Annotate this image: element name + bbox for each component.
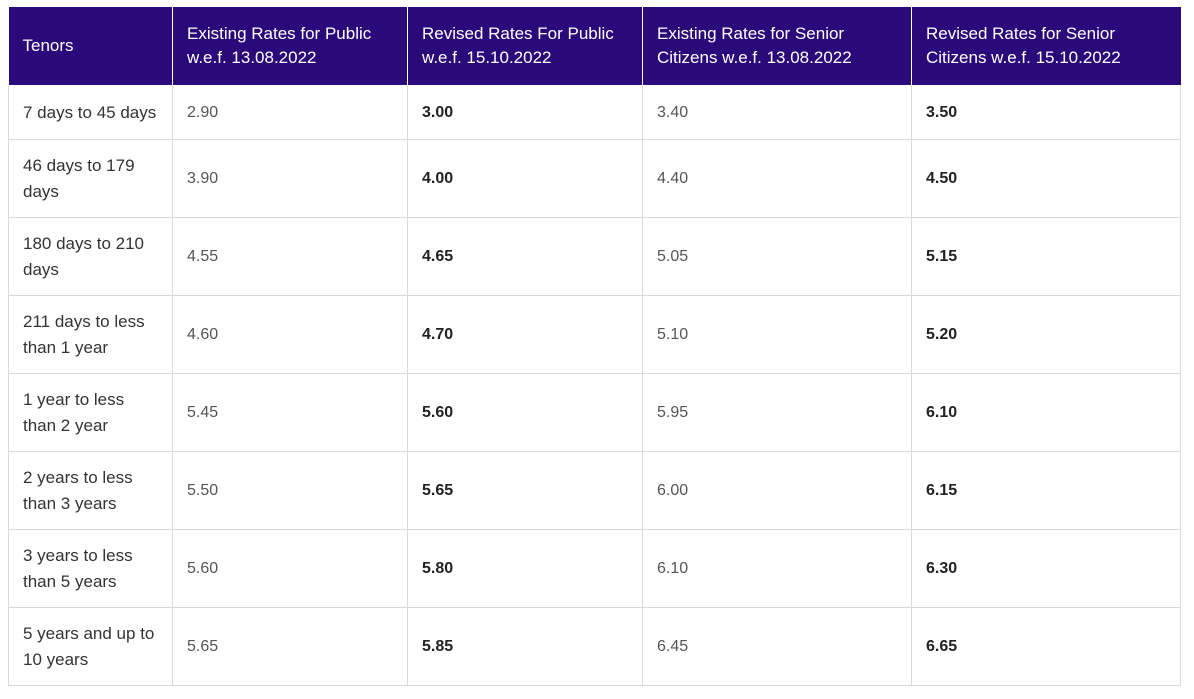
existing-senior-rate: 6.00 (642, 451, 912, 530)
existing-public-rate: 5.50 (172, 451, 408, 530)
table-row: 1 year to less than 2 year 5.45 5.60 5.9… (8, 373, 1181, 452)
revised-senior-rate: 5.20 (911, 295, 1181, 374)
revised-public-rate: 4.70 (407, 295, 643, 374)
tenor-cell: 3 years to less than 5 years (8, 529, 173, 608)
table-row: 5 years and up to 10 years 5.65 5.85 6.4… (8, 607, 1181, 686)
existing-public-rate: 3.90 (172, 139, 408, 218)
tenor-cell: 7 days to 45 days (8, 85, 173, 140)
table-row: 2 years to less than 3 years 5.50 5.65 6… (8, 451, 1181, 530)
existing-senior-rate: 6.10 (642, 529, 912, 608)
table-row: 46 days to 179 days 3.90 4.00 4.40 4.50 (8, 139, 1181, 218)
revised-senior-rate: 5.15 (911, 217, 1181, 296)
rates-table-container: Tenors Existing Rates for Public w.e.f. … (8, 7, 1181, 686)
tenor-cell: 211 days to less than 1 year (8, 295, 173, 374)
revised-public-rate: 5.65 (407, 451, 643, 530)
revised-senior-rate: 4.50 (911, 139, 1181, 218)
header-existing-senior: Existing Rates for Senior Citizens w.e.f… (642, 7, 912, 86)
revised-senior-rate: 3.50 (911, 85, 1181, 140)
existing-senior-rate: 3.40 (642, 85, 912, 140)
revised-public-rate: 3.00 (407, 85, 643, 140)
revised-public-rate: 5.80 (407, 529, 643, 608)
existing-senior-rate: 4.40 (642, 139, 912, 218)
header-tenors: Tenors (8, 7, 173, 86)
header-row: Tenors Existing Rates for Public w.e.f. … (8, 7, 1181, 86)
table-header: Tenors Existing Rates for Public w.e.f. … (8, 7, 1181, 86)
existing-senior-rate: 5.95 (642, 373, 912, 452)
table-row: 211 days to less than 1 year 4.60 4.70 5… (8, 295, 1181, 374)
revised-senior-rate: 6.30 (911, 529, 1181, 608)
fd-rates-table: Tenors Existing Rates for Public w.e.f. … (8, 7, 1181, 686)
tenor-cell: 46 days to 179 days (8, 139, 173, 218)
revised-public-rate: 5.85 (407, 607, 643, 686)
tenor-cell: 1 year to less than 2 year (8, 373, 173, 452)
tenor-cell: 5 years and up to 10 years (8, 607, 173, 686)
table-body: 7 days to 45 days 2.90 3.00 3.40 3.50 46… (8, 85, 1181, 686)
tenor-cell: 180 days to 210 days (8, 217, 173, 296)
existing-public-rate: 4.60 (172, 295, 408, 374)
existing-public-rate: 2.90 (172, 85, 408, 140)
header-revised-senior: Revised Rates for Senior Citizens w.e.f.… (911, 7, 1181, 86)
revised-public-rate: 4.65 (407, 217, 643, 296)
revised-senior-rate: 6.15 (911, 451, 1181, 530)
header-existing-public: Existing Rates for Public w.e.f. 13.08.2… (172, 7, 408, 86)
revised-public-rate: 4.00 (407, 139, 643, 218)
revised-senior-rate: 6.65 (911, 607, 1181, 686)
revised-public-rate: 5.60 (407, 373, 643, 452)
existing-public-rate: 5.65 (172, 607, 408, 686)
existing-public-rate: 5.60 (172, 529, 408, 608)
table-row: 180 days to 210 days 4.55 4.65 5.05 5.15 (8, 217, 1181, 296)
revised-senior-rate: 6.10 (911, 373, 1181, 452)
existing-public-rate: 4.55 (172, 217, 408, 296)
existing-senior-rate: 5.10 (642, 295, 912, 374)
table-row: 3 years to less than 5 years 5.60 5.80 6… (8, 529, 1181, 608)
header-revised-public: Revised Rates For Public w.e.f. 15.10.20… (407, 7, 643, 86)
existing-public-rate: 5.45 (172, 373, 408, 452)
existing-senior-rate: 5.05 (642, 217, 912, 296)
table-row: 7 days to 45 days 2.90 3.00 3.40 3.50 (8, 85, 1181, 140)
tenor-cell: 2 years to less than 3 years (8, 451, 173, 530)
existing-senior-rate: 6.45 (642, 607, 912, 686)
